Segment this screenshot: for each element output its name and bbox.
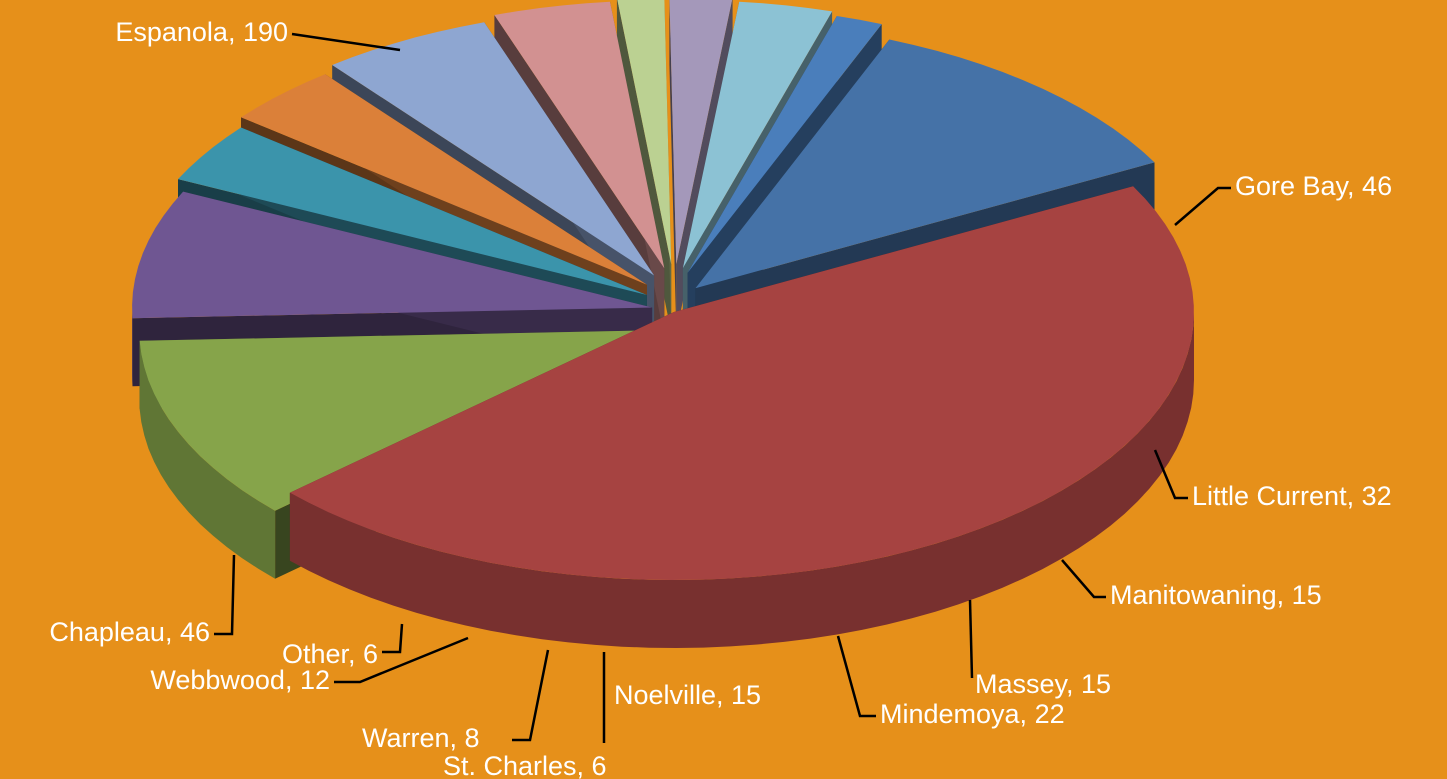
slice-outer-wall xyxy=(139,340,276,579)
slice-outer-wall xyxy=(289,312,1194,648)
data-label: Massey, 15 xyxy=(975,669,1111,699)
slice-side-start xyxy=(669,0,677,333)
data-label: Little Current, 32 xyxy=(1192,481,1392,511)
slice-top xyxy=(669,0,733,265)
slice-top xyxy=(617,0,672,265)
leaders-layer xyxy=(214,32,1231,743)
leader-line xyxy=(1061,559,1106,599)
slice-top xyxy=(132,191,653,319)
slice-top xyxy=(695,39,1155,289)
data-label: Noelville, 15 xyxy=(614,680,761,710)
leader-line xyxy=(836,635,876,718)
data-label: Other, 6 xyxy=(282,639,378,669)
leader-line xyxy=(382,623,404,654)
leader-line xyxy=(291,32,401,52)
leader-line xyxy=(1153,449,1188,500)
slice-top xyxy=(139,330,660,511)
data-label: Mindemoya, 22 xyxy=(880,699,1065,729)
data-label: Warren, 8 xyxy=(362,723,480,753)
leader-line xyxy=(968,599,974,679)
slice-top xyxy=(682,1,833,269)
data-label: Espanola, 190 xyxy=(115,17,288,47)
leader-line xyxy=(512,649,550,742)
slices-layer xyxy=(132,0,1194,648)
slice-top xyxy=(687,16,882,273)
data-label: Gore Bay, 46 xyxy=(1235,171,1392,201)
leader-line xyxy=(214,554,236,636)
data-label: Chapleau, 46 xyxy=(49,617,210,647)
slice-top xyxy=(178,127,647,295)
slice-top xyxy=(332,22,655,276)
data-label: Webbwood, 12 xyxy=(150,665,330,695)
data-label: St. Charles, 6 xyxy=(443,751,607,779)
slice-top xyxy=(241,74,647,285)
data-label: Manitowaning, 15 xyxy=(1110,580,1322,610)
slice-espanola xyxy=(289,186,1194,648)
leader-line xyxy=(1174,186,1231,226)
labels-layer: Espanola, 190 Gore Bay, 46 Little Current,… xyxy=(49,17,1392,779)
leader-line xyxy=(334,636,469,684)
slice-top xyxy=(289,186,1194,580)
slice-top xyxy=(494,1,665,269)
